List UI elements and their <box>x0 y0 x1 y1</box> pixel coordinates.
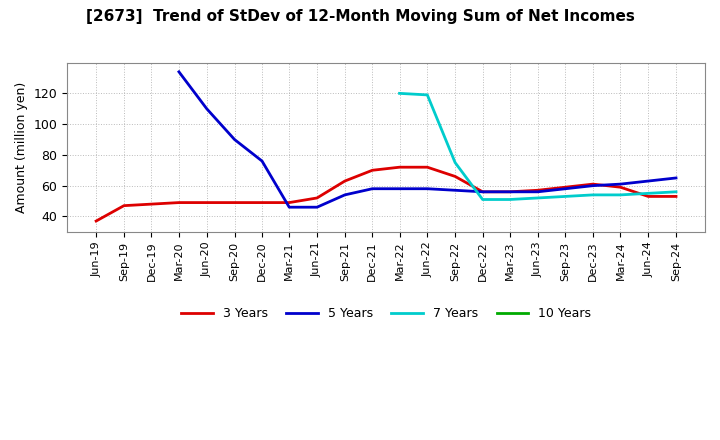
Line: 5 Years: 5 Years <box>179 72 676 207</box>
Line: 3 Years: 3 Years <box>96 167 676 221</box>
Line: 7 Years: 7 Years <box>400 93 676 199</box>
Y-axis label: Amount (million yen): Amount (million yen) <box>15 81 28 213</box>
Text: [2673]  Trend of StDev of 12-Month Moving Sum of Net Incomes: [2673] Trend of StDev of 12-Month Moving… <box>86 9 634 24</box>
Legend: 3 Years, 5 Years, 7 Years, 10 Years: 3 Years, 5 Years, 7 Years, 10 Years <box>176 302 596 325</box>
